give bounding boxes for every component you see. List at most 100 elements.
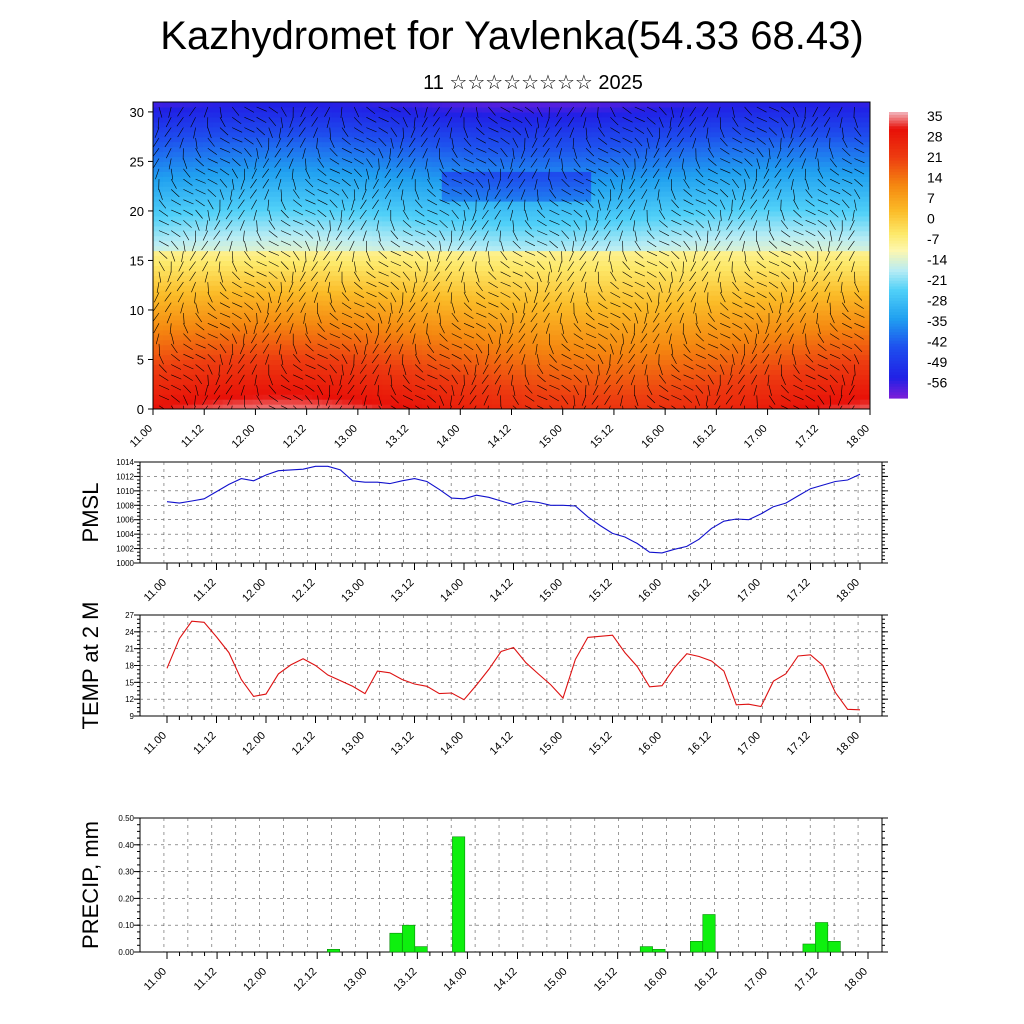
heatmap-cell [292, 102, 303, 108]
heatmap-cell [561, 309, 572, 316]
heatmap-cell [332, 384, 343, 390]
heatmap-cell [631, 334, 642, 341]
heatmap-cell [262, 290, 274, 296]
heatmap-cell [810, 300, 821, 306]
heatmap-cell [541, 250, 552, 257]
heatmap-cell [740, 344, 752, 351]
heatmap-cell [680, 300, 692, 306]
heatmap-cell [153, 151, 164, 158]
heatmap-cell [222, 290, 234, 296]
heatmap-cell [541, 384, 552, 390]
wind-barb [302, 261, 306, 273]
heatmap-cell [182, 161, 194, 167]
heatmap-cell [571, 364, 582, 370]
heatmap-cell [640, 334, 652, 341]
wind-barb [291, 168, 294, 180]
heatmap-cell [431, 280, 443, 286]
heatmap-cell [730, 369, 742, 375]
heatmap-cell [332, 201, 343, 207]
heatmap-cell [730, 324, 742, 331]
heatmap-cell [441, 141, 453, 148]
heatmap-cell [312, 235, 323, 242]
heatmap-cell [322, 349, 333, 356]
heatmap-cell [252, 260, 264, 266]
heatmap-cell [162, 176, 174, 182]
heatmap-cell [262, 404, 274, 409]
heatmap-cell [860, 230, 870, 237]
heatmap-cell [760, 334, 772, 341]
heatmap-cell [481, 255, 493, 262]
heatmap-cell [581, 404, 592, 409]
heatmap-cell [660, 126, 672, 133]
heatmap-cell [153, 210, 164, 217]
heatmap-cell [660, 359, 672, 366]
heatmap-cell [710, 191, 722, 197]
heatmap-cell [621, 121, 632, 128]
heatmap-cell [362, 364, 373, 370]
heatmap-cell [621, 146, 632, 153]
heatmap-cell [461, 225, 473, 232]
heatmap-cell [571, 369, 582, 375]
heatmap-cell [342, 136, 353, 143]
heatmap-cell [441, 250, 453, 257]
heatmap-cell [850, 121, 861, 128]
heatmap-cell [461, 329, 473, 336]
wind-barb [183, 384, 192, 394]
heatmap-cell [392, 116, 403, 123]
heatmap-cell [860, 349, 870, 356]
heatmap-cell [312, 121, 323, 128]
heatmap-cell [322, 300, 333, 306]
heatmap-cell [401, 191, 413, 197]
heatmap-cell [153, 215, 164, 222]
heatmap-cell [172, 250, 184, 257]
heatmap-cell [780, 305, 791, 311]
heatmap-cell [581, 201, 592, 207]
heatmap-cell [501, 255, 513, 262]
heatmap-cell [790, 245, 801, 252]
heatmap-cell [690, 275, 702, 281]
heatmap-cell [860, 245, 870, 252]
heatmap-cell [760, 359, 772, 366]
wind-barb [213, 230, 221, 240]
heatmap-cell [790, 151, 801, 158]
heatmap-cell [770, 354, 781, 361]
heatmap-cell [332, 230, 343, 237]
wind-barb [153, 148, 160, 157]
heatmap-cell [292, 265, 303, 271]
heatmap-cell [840, 126, 851, 133]
heatmap-cell [461, 290, 473, 296]
heatmap-cell [730, 111, 742, 118]
heatmap-cell [481, 399, 493, 405]
heatmap-cell [581, 359, 592, 366]
heatmap-cell [650, 166, 662, 172]
heatmap-cell [252, 240, 264, 247]
heatmap-cell [471, 364, 483, 370]
wind-barb [329, 343, 340, 349]
heatmap-cell [212, 374, 224, 380]
heatmap-cell [451, 379, 463, 385]
wind-barb [286, 148, 294, 158]
heatmap-cell [730, 394, 742, 400]
heatmap-cell [222, 186, 234, 192]
heatmap-cell [192, 290, 204, 296]
heatmap-cell [332, 220, 343, 227]
heatmap-cell [650, 171, 662, 177]
heatmap-cell [740, 166, 752, 172]
heatmap-cell [780, 270, 791, 276]
heatmap-cell [232, 196, 244, 202]
heatmap-cell [411, 156, 423, 163]
heatmap-cell [790, 191, 801, 197]
heatmap-cell [591, 126, 602, 133]
heatmap-cell [392, 305, 403, 311]
heatmap-cell [531, 225, 542, 232]
wind-barb [264, 189, 270, 200]
heatmap-cell [192, 404, 204, 409]
heatmap-cell [172, 404, 184, 409]
wind-barb [353, 333, 362, 343]
heatmap-cell [680, 126, 692, 133]
heatmap-cell [431, 146, 443, 153]
heatmap-cell [312, 106, 323, 113]
heatmap-cell [790, 225, 801, 232]
heatmap-cell [232, 364, 244, 370]
heatmap-cell [471, 191, 483, 197]
